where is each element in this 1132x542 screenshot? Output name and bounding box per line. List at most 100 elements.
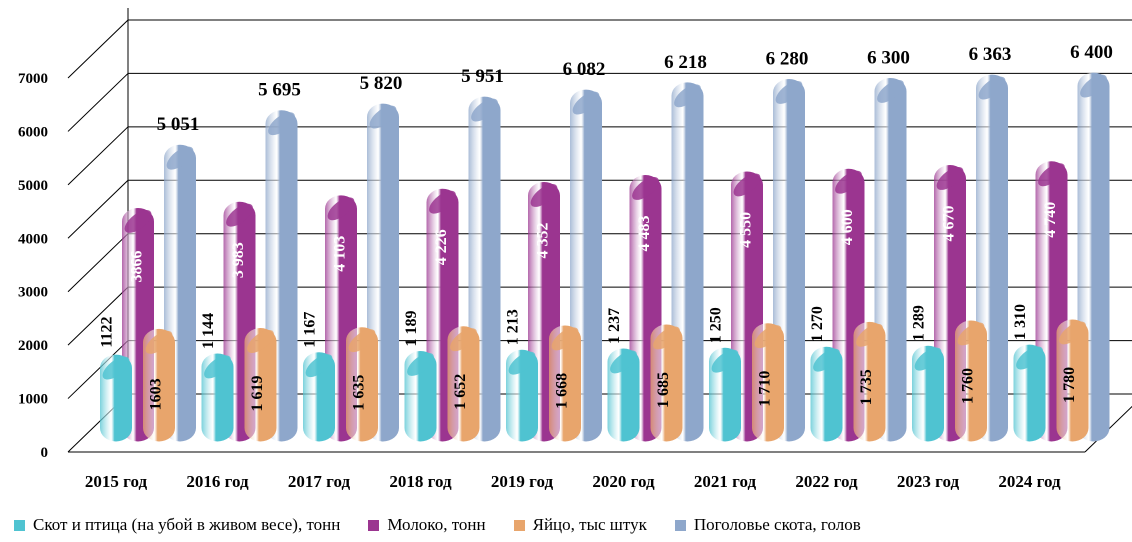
bar-2-2 <box>346 327 378 442</box>
bars <box>100 72 1110 442</box>
bar-top <box>247 330 274 353</box>
bar-body <box>549 325 581 442</box>
x-axis: 2015 год 2016 год 2017 год 2018 год 2019 год… <box>85 472 1061 491</box>
gridline-side <box>67 126 129 186</box>
bar-top <box>674 84 701 108</box>
data-label-0-4: 1 213 <box>505 309 522 345</box>
bar-0-5 <box>607 348 640 442</box>
bar-2-5 <box>650 324 683 442</box>
gridline-side <box>67 179 129 239</box>
x-tick-label: 2020 год <box>592 472 655 491</box>
data-label-0-5: 1 237 <box>606 308 623 344</box>
bar-top <box>835 170 862 194</box>
data-label-1-8: 4 670 <box>941 205 958 241</box>
legend-swatch <box>674 519 686 531</box>
data-label-1-6: 4 550 <box>738 212 755 248</box>
data-label-0-6: 1 250 <box>708 307 725 343</box>
bar-2-6 <box>752 323 784 442</box>
bar-top <box>551 327 579 351</box>
data-label-1-9: 4 740 <box>1042 202 1059 238</box>
data-label-0-1: 1 144 <box>200 313 217 349</box>
data-label-1-7: 4 600 <box>839 209 856 245</box>
data-label-2-4: 1 668 <box>554 373 571 409</box>
bar-top <box>204 355 231 379</box>
legend-item-1: Молоко, тонн <box>368 515 486 535</box>
legend-item-3: Поголовье скота, голов <box>674 515 861 535</box>
bar-body <box>1056 319 1089 442</box>
data-label-3-8: 6 363 <box>969 44 1012 65</box>
bar-top <box>711 349 739 373</box>
bar-top <box>978 76 1006 100</box>
bar-body <box>447 326 480 442</box>
bar-top <box>775 81 803 104</box>
bar-body <box>346 327 378 442</box>
gridline-side <box>67 233 129 293</box>
bar-2-7 <box>853 321 886 442</box>
bar-2-9 <box>1056 319 1089 442</box>
bar-0-3 <box>404 351 437 442</box>
y-tick-label: 2000 <box>18 338 48 354</box>
bar-body <box>752 323 784 442</box>
bar-top <box>957 322 985 346</box>
x-tick-label: 2018 год <box>389 472 452 491</box>
bar-top <box>1080 74 1107 98</box>
data-label-2-2: 1 635 <box>351 375 368 411</box>
bar-body <box>244 328 277 442</box>
bar-top <box>856 323 883 347</box>
y-tick-label: 5000 <box>18 178 48 194</box>
bar-2-1 <box>244 328 277 442</box>
x-tick-label: 2024 год <box>998 472 1061 491</box>
data-label-2-9: 1 780 <box>1061 367 1078 403</box>
y-tick-label: 4000 <box>18 231 48 247</box>
data-label-3-7: 6 300 <box>867 47 910 68</box>
bar-body <box>955 320 987 442</box>
bar-0-8 <box>912 345 944 442</box>
data-label-3-9: 6 400 <box>1070 42 1113 63</box>
bar-0-2 <box>303 352 335 442</box>
data-label-3-4: 6 082 <box>563 59 606 80</box>
data-label-2-7: 1 735 <box>858 369 875 405</box>
y-tick-label: 1000 <box>18 392 48 408</box>
bar-2-3 <box>447 326 480 442</box>
data-label-2-6: 1 710 <box>757 371 774 407</box>
data-label-0-0: 1122 <box>99 316 116 347</box>
bar-top <box>268 112 295 136</box>
bar-top <box>327 197 355 221</box>
bar-0-7 <box>810 346 843 442</box>
legend: Скот и птица (на убой в живом весе), тон… <box>14 512 1129 538</box>
bar-top <box>1016 346 1043 370</box>
legend-swatch <box>368 519 380 531</box>
data-labels: 5 051 3866 1122 1603 5 695 3 983 1 144 1 619 5 8… <box>99 42 1113 411</box>
data-label-2-0: 1603 <box>148 378 165 410</box>
data-label-2-3: 1 652 <box>452 374 469 410</box>
bar-top <box>1038 163 1065 187</box>
bar-body <box>143 328 175 442</box>
bar-top <box>632 177 659 200</box>
bar-top <box>754 325 782 349</box>
gridline-side <box>67 73 129 132</box>
gridline-side <box>67 286 129 346</box>
data-label-3-3: 5 951 <box>461 66 504 87</box>
y-tick-label: 3000 <box>18 285 48 301</box>
data-label-3-5: 6 218 <box>664 52 707 73</box>
data-label-0-7: 1 270 <box>809 306 826 342</box>
data-label-2-5: 1 685 <box>655 372 672 408</box>
bar-body <box>650 324 683 442</box>
gridline-side <box>67 340 129 399</box>
bar-top <box>508 351 536 375</box>
bar-0-6 <box>709 347 741 442</box>
legend-label: Молоко, тонн <box>387 515 486 534</box>
legend-swatch <box>513 519 525 531</box>
bar-top <box>877 79 904 103</box>
legend-label: Скот и птица (на убой в живом весе), тон… <box>33 515 341 534</box>
bar-top <box>653 326 680 350</box>
y-tick-label: 0 <box>41 445 49 461</box>
data-label-2-8: 1 760 <box>960 368 977 404</box>
data-label-3-1: 5 695 <box>258 80 301 101</box>
x-tick-label: 2019 год <box>491 472 554 491</box>
floor-right-edge <box>1084 405 1132 453</box>
bar-2-0 <box>143 328 175 442</box>
bar-0-9 <box>1013 344 1046 442</box>
data-label-3-6: 6 280 <box>766 48 809 69</box>
